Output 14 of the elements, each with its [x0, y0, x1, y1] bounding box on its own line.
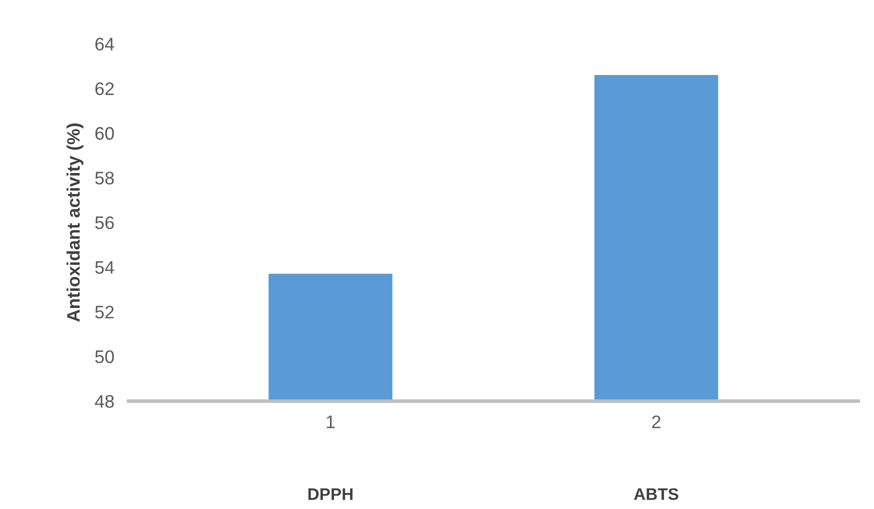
y-tick-label: 58 [95, 172, 114, 184]
y-tick-label: 60 [95, 127, 114, 140]
y-axis-title: Antioxidant activity (%) [66, 124, 84, 322]
x-tick-label: 2 [652, 415, 660, 428]
y-tick-label: 64 [95, 38, 114, 50]
text: DPPH [308, 488, 353, 500]
x-tick-label: 1 [326, 416, 335, 428]
y-tick-label: 62 [95, 82, 114, 96]
y-tick-label: 50 [95, 350, 114, 364]
y-tick-label: 48 [94, 395, 114, 408]
y-tick-label: 52 [95, 306, 114, 318]
y-tick-label: 56 [95, 216, 114, 230]
text: ABTS [634, 488, 678, 500]
y-tick-label: 54 [95, 261, 114, 274]
